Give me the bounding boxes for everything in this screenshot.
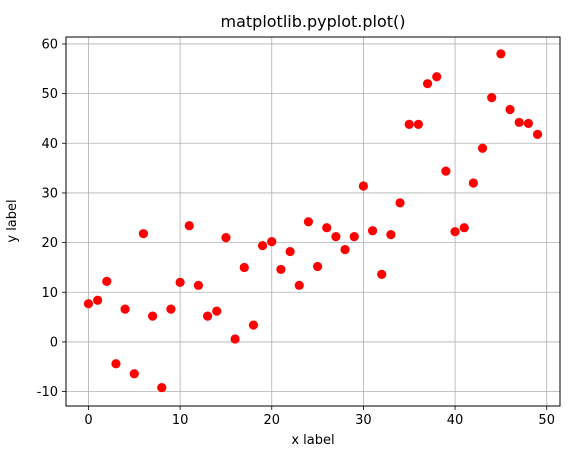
data-point [505, 104, 515, 115]
y-tick-label: -10 [37, 385, 58, 400]
data-point [432, 72, 442, 82]
data-point [377, 269, 387, 279]
data-point [157, 383, 167, 393]
data-point [257, 240, 268, 251]
data-point [102, 276, 112, 286]
data-point [120, 304, 130, 314]
x-axis-label: x label [291, 433, 334, 448]
data-point [367, 226, 378, 236]
data-point [340, 244, 350, 255]
data-point [532, 129, 543, 139]
data-point [294, 280, 304, 290]
data-point [212, 306, 222, 316]
plot-area-frame [65, 36, 561, 407]
data-point [459, 223, 469, 233]
x-tick-label: 30 [355, 413, 372, 428]
x-tick-label: 40 [447, 413, 464, 428]
data-point [386, 230, 396, 240]
data-point [93, 295, 103, 305]
data-point [303, 217, 314, 227]
y-tick-label: 0 [50, 335, 58, 350]
y-tick-label: 50 [41, 87, 58, 102]
data-point [358, 181, 369, 191]
data-point [477, 143, 488, 153]
x-tick-label: 10 [172, 413, 189, 428]
data-point [184, 221, 194, 231]
x-tick-label: 0 [84, 413, 92, 428]
x-tick-label: 50 [538, 413, 555, 428]
data-point [83, 299, 94, 309]
data-point [322, 223, 332, 233]
data-point [230, 334, 240, 344]
data-point [404, 119, 414, 130]
data-point [514, 117, 524, 128]
data-point [267, 237, 277, 247]
y-tick-label: 10 [41, 286, 58, 301]
scatter-points [83, 49, 543, 393]
data-point [523, 118, 533, 129]
data-point [496, 49, 506, 59]
data-point [248, 320, 259, 330]
data-point [175, 277, 185, 287]
data-point [349, 232, 359, 242]
data-point [148, 311, 158, 321]
data-point [285, 246, 295, 257]
y-tick-label: 40 [41, 137, 58, 152]
data-point [203, 311, 213, 321]
data-point [166, 304, 176, 314]
data-point [129, 369, 139, 379]
data-point [111, 359, 121, 369]
y-tick-label: 60 [41, 37, 58, 52]
data-point [413, 119, 423, 130]
data-point [193, 280, 204, 290]
data-point [422, 79, 433, 89]
data-point [450, 227, 460, 237]
axis-ticks: 0 10 20 30 40 50 -10 0 10 20 30 40 50 60 [37, 37, 555, 428]
data-point [138, 229, 149, 239]
x-tick-label: 20 [263, 413, 280, 428]
data-point [312, 261, 323, 272]
data-point [395, 198, 405, 208]
y-tick-label: 20 [41, 236, 58, 251]
chart-title: matplotlib.pyplot.plot() [221, 12, 406, 31]
data-point [221, 233, 231, 243]
data-point [239, 262, 249, 273]
data-point [441, 166, 451, 176]
data-point [487, 92, 497, 103]
y-tick-label: 30 [41, 186, 58, 201]
grid [66, 37, 560, 406]
y-axis-label: y label [5, 199, 20, 242]
data-point [331, 232, 341, 242]
data-point [468, 178, 478, 188]
data-point [276, 264, 286, 275]
